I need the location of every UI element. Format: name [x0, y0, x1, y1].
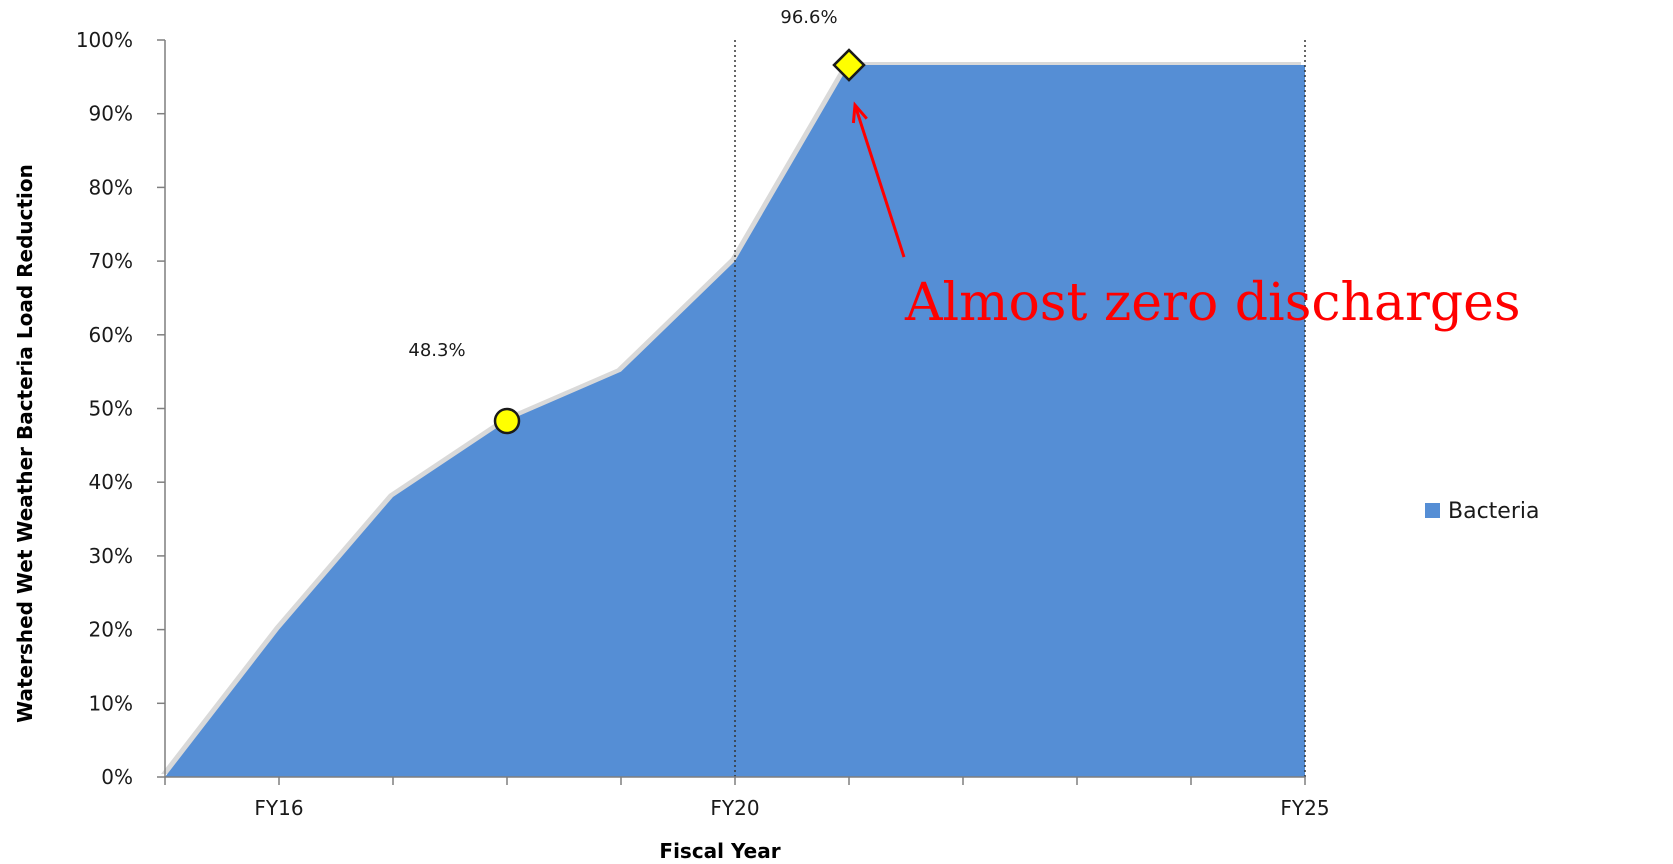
data-label: 96.6% [780, 7, 837, 28]
marker-circle [493, 407, 521, 435]
y-axis-title: Watershed Wet Weather Bacteria Load Redu… [13, 164, 37, 723]
legend-label: Bacteria [1448, 499, 1539, 524]
y-tick-label: 60% [89, 323, 133, 347]
x-tick-label: FY16 [254, 796, 303, 820]
y-tick-label: 0% [101, 765, 133, 789]
y-tick-label: 30% [89, 544, 133, 568]
x-axis-title: Fiscal Year [659, 839, 780, 863]
axes: 0% 10% 20% 30% 40% 50% 60% 70% 80% 90% 100% FY16 FY2… [76, 28, 1330, 820]
legend: Bacteria [1425, 499, 1539, 524]
annotation-text: Almost zero discharges [904, 273, 1521, 333]
y-tick-label: 80% [89, 175, 133, 199]
annotation-layer: Almost zero discharges [851, 101, 1521, 333]
markers: 48.3% 96.6% [408, 7, 866, 435]
x-tick-label: FY25 [1280, 796, 1329, 820]
data-label: 48.3% [408, 340, 465, 361]
area-layer [161, 62, 1305, 778]
y-tick-label: 70% [89, 249, 133, 273]
y-tick-label: 10% [89, 691, 133, 715]
y-tick-label: 40% [89, 470, 133, 494]
y-tick-label: 100% [76, 28, 133, 52]
x-tick-label: FY20 [710, 796, 759, 820]
marker-diamond [832, 48, 866, 82]
y-tick-label: 50% [89, 397, 133, 421]
legend-swatch [1425, 503, 1440, 518]
y-tick-label: 90% [89, 102, 133, 126]
annotation-arrowhead [851, 101, 868, 124]
annotation-arrow [853, 104, 906, 258]
y-tick-label: 20% [89, 618, 133, 642]
